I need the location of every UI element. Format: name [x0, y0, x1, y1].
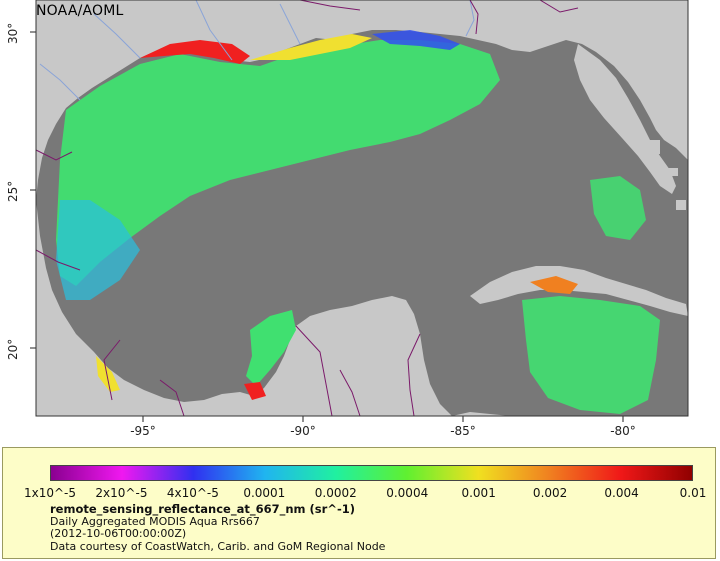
lat-tick-20: 20° [6, 338, 20, 360]
map-credit-title: NOAA/AOML [36, 3, 124, 19]
variable-name: remote_sensing_reflectance_at_667_nm (sr… [50, 502, 355, 516]
lat-tick-30: 30° [6, 22, 20, 44]
colorbar-label: 0.01 [679, 486, 707, 500]
map-frame: NOAA/AOML 30° 25° 20° -95° -90° -85° -80… [6, 0, 689, 438]
colorbar-label: 2x10^-5 [95, 486, 148, 500]
land-florida [574, 44, 676, 194]
colorbar [50, 465, 693, 481]
reflectance-layer [56, 30, 660, 414]
colorbar-label: 0.0001 [243, 486, 286, 500]
legend-text: remote_sensing_reflectance_at_667_nm (sr… [50, 503, 385, 553]
lon-tick-90: -90° [290, 424, 316, 438]
lon-tick-85: -85° [450, 424, 476, 438]
borders [35, 0, 579, 417]
product-line: Daily Aggregated MODIS Aqua Rrs667 [50, 514, 260, 528]
colorbar-label: 0.001 [461, 486, 496, 500]
colorbar-label: 4x10^-5 [166, 486, 219, 500]
land-mexico [36, 200, 452, 416]
lon-tick-80: -80° [610, 424, 636, 438]
graticule-ticks [30, 31, 624, 422]
map-border [35, 0, 689, 417]
colorbar-label: 0.004 [604, 486, 639, 500]
land-bahamas [650, 140, 686, 210]
colorbar-label: 1x10^-5 [23, 486, 77, 500]
rivers [39, 0, 475, 101]
credit-line: Data courtesy of CoastWatch, Carib. and … [50, 539, 386, 553]
land-central-america [452, 412, 510, 416]
lat-tick-25: 25° [6, 180, 20, 202]
colorbar-label: 0.0002 [314, 486, 357, 500]
lon-tick-95: -95° [130, 424, 156, 438]
colorbar-label: 0.002 [532, 486, 568, 500]
land-cuba [470, 266, 688, 316]
legend-panel: 1x10^-5 2x10^-5 4x10^-5 0.0001 0.0002 0.0004 0… [2, 447, 716, 559]
map-canvas [30, 0, 689, 422]
colorbar-label: 0.0004 [386, 486, 429, 500]
date-line: (2012-10-06T00:00:00Z) [50, 527, 187, 540]
